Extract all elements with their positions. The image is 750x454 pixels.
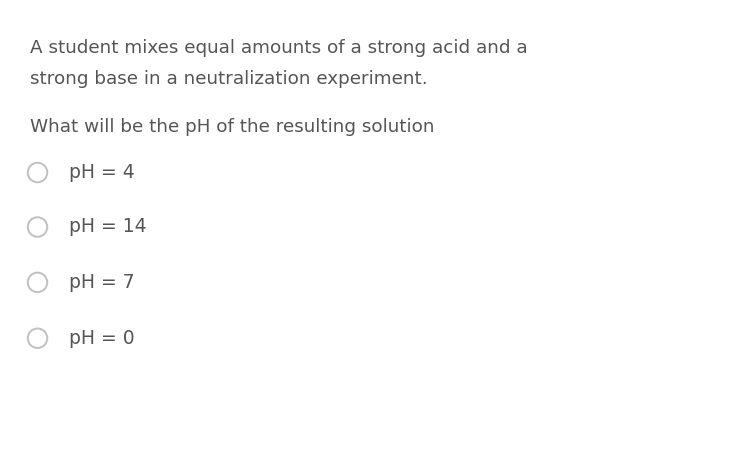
Text: pH = 14: pH = 14 xyxy=(69,217,147,237)
Text: strong base in a neutralization experiment.: strong base in a neutralization experime… xyxy=(30,70,427,89)
Text: pH = 0: pH = 0 xyxy=(69,329,135,348)
Text: pH = 4: pH = 4 xyxy=(69,163,135,182)
Text: A student mixes equal amounts of a strong acid and a: A student mixes equal amounts of a stron… xyxy=(30,39,528,57)
Text: pH = 7: pH = 7 xyxy=(69,273,135,292)
Text: What will be the pH of the resulting solution: What will be the pH of the resulting sol… xyxy=(30,118,434,136)
